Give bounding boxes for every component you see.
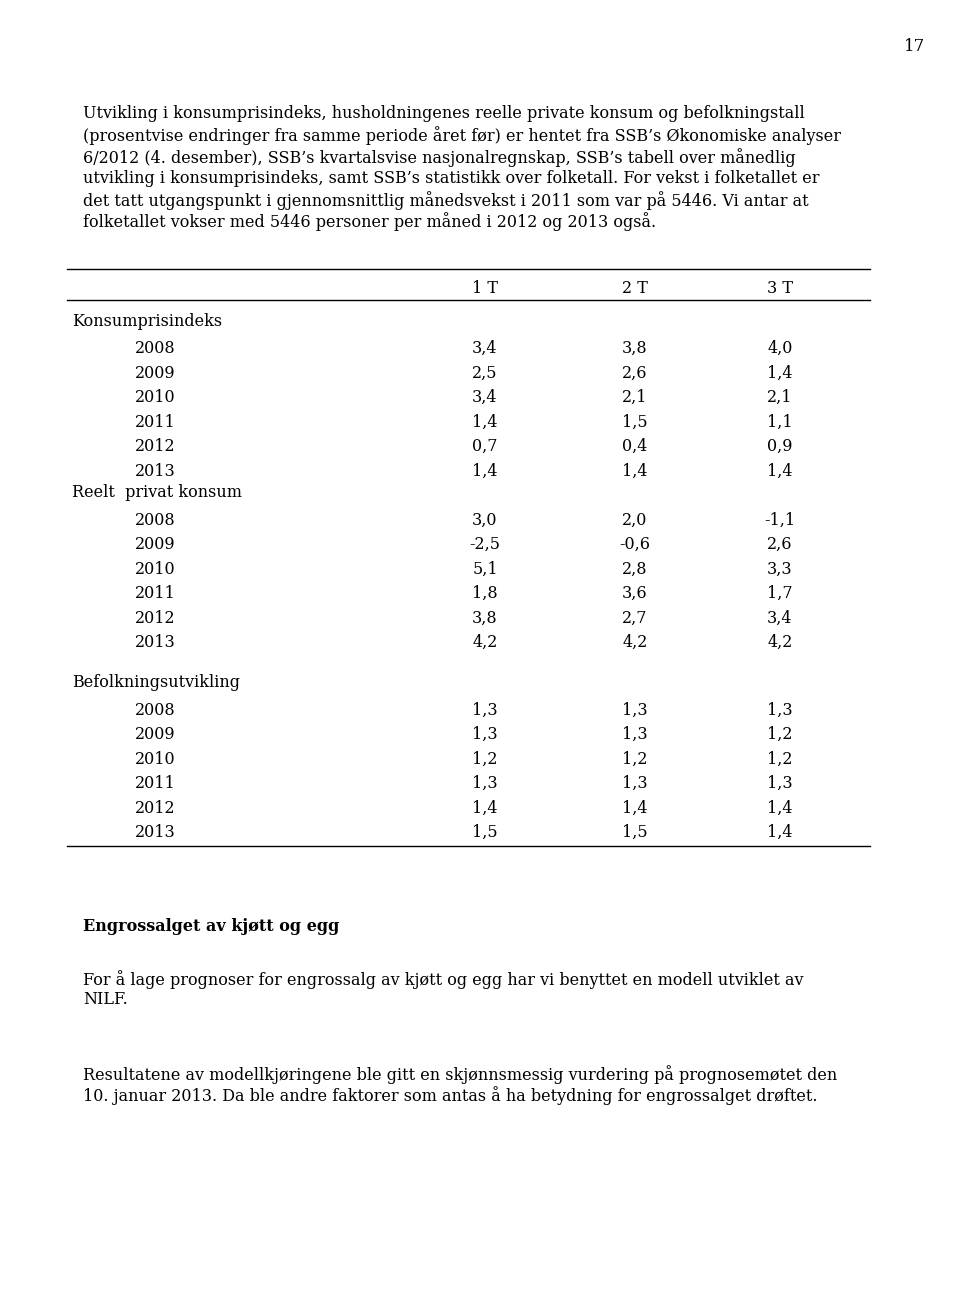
Text: 1,3: 1,3 [622, 701, 648, 718]
Text: -2,5: -2,5 [469, 537, 500, 554]
Text: 4,2: 4,2 [472, 634, 497, 651]
Text: NILF.: NILF. [83, 992, 128, 1009]
Text: 4,2: 4,2 [622, 634, 648, 651]
Text: 3,8: 3,8 [622, 341, 648, 358]
Text: 1,3: 1,3 [472, 726, 498, 743]
Text: 2010: 2010 [134, 560, 176, 577]
Text: 3,6: 3,6 [622, 585, 648, 602]
Text: 2 T: 2 T [622, 280, 648, 297]
Text: 2013: 2013 [134, 634, 176, 651]
Text: 2010: 2010 [134, 389, 176, 406]
Text: 1,1: 1,1 [767, 414, 793, 430]
Text: 1,3: 1,3 [472, 775, 498, 792]
Text: 2013: 2013 [134, 825, 176, 842]
Text: 2011: 2011 [134, 775, 176, 792]
Text: 0,7: 0,7 [472, 438, 497, 455]
Text: 2011: 2011 [134, 414, 176, 430]
Text: 10. januar 2013. Da ble andre faktorer som antas å ha betydning for engrossalget: 10. januar 2013. Da ble andre faktorer s… [83, 1086, 818, 1106]
Text: 1,2: 1,2 [767, 726, 793, 743]
Text: 2010: 2010 [134, 751, 176, 768]
Text: -0,6: -0,6 [619, 537, 651, 554]
Text: 17: 17 [903, 38, 925, 55]
Text: 2,1: 2,1 [767, 389, 793, 406]
Text: 2009: 2009 [134, 726, 176, 743]
Text: 4,2: 4,2 [767, 634, 793, 651]
Text: 1,3: 1,3 [622, 775, 648, 792]
Text: 1,3: 1,3 [767, 701, 793, 718]
Text: 2,5: 2,5 [472, 364, 497, 381]
Text: 1,2: 1,2 [767, 751, 793, 768]
Text: 3,3: 3,3 [767, 560, 793, 577]
Text: 1,2: 1,2 [622, 751, 648, 768]
Text: 2012: 2012 [134, 800, 176, 817]
Text: 6/2012 (4. desember), SSB’s kvartalsvise nasjonalregnskap, SSB’s tabell over mån: 6/2012 (4. desember), SSB’s kvartalsvise… [83, 149, 796, 167]
Text: 3,4: 3,4 [767, 610, 793, 627]
Text: 4,0: 4,0 [767, 341, 793, 358]
Text: 1,3: 1,3 [472, 701, 498, 718]
Text: -1,1: -1,1 [764, 512, 796, 529]
Text: Resultatene av modellkjøringene ble gitt en skjønnsmessig vurdering på prognosem: Resultatene av modellkjøringene ble gitt… [83, 1065, 837, 1084]
Text: Reelt  privat konsum: Reelt privat konsum [72, 484, 242, 501]
Text: 2012: 2012 [134, 438, 176, 455]
Text: utvikling i konsumprisindeks, samt SSB’s statistikk over folketall. For vekst i : utvikling i konsumprisindeks, samt SSB’s… [83, 170, 820, 187]
Text: For å lage prognoser for engrossalg av kjøtt og egg har vi benyttet en modell ut: For å lage prognoser for engrossalg av k… [83, 970, 804, 989]
Text: 1,2: 1,2 [472, 751, 497, 768]
Text: 2008: 2008 [134, 341, 176, 358]
Text: 2,6: 2,6 [622, 364, 648, 381]
Text: 2,6: 2,6 [767, 537, 793, 554]
Text: 1,4: 1,4 [472, 800, 497, 817]
Text: 2013: 2013 [134, 463, 176, 480]
Text: 3,4: 3,4 [472, 389, 497, 406]
Text: 2008: 2008 [134, 701, 176, 718]
Text: 0,9: 0,9 [767, 438, 793, 455]
Text: 1,3: 1,3 [622, 726, 648, 743]
Text: 1,7: 1,7 [767, 585, 793, 602]
Text: 1,4: 1,4 [472, 414, 497, 430]
Text: 2,8: 2,8 [622, 560, 648, 577]
Text: 1,4: 1,4 [767, 825, 793, 842]
Text: 3,4: 3,4 [472, 341, 497, 358]
Text: 1,3: 1,3 [767, 775, 793, 792]
Text: 1,4: 1,4 [472, 463, 497, 480]
Text: Utvikling i konsumprisindeks, husholdningenes reelle private konsum og befolknin: Utvikling i konsumprisindeks, husholdnin… [83, 105, 804, 122]
Text: 1,5: 1,5 [472, 825, 498, 842]
Text: 2,0: 2,0 [622, 512, 648, 529]
Text: 2009: 2009 [134, 364, 176, 381]
Text: 1 T: 1 T [472, 280, 498, 297]
Text: 3,8: 3,8 [472, 610, 498, 627]
Text: 2,7: 2,7 [622, 610, 648, 627]
Text: (prosentvise endringer fra samme periode året før) er hentet fra SSB’s Økonomisk: (prosentvise endringer fra samme periode… [83, 126, 841, 146]
Text: 2009: 2009 [134, 537, 176, 554]
Text: 2011: 2011 [134, 585, 176, 602]
Text: 1,4: 1,4 [767, 364, 793, 381]
Text: 3 T: 3 T [767, 280, 793, 297]
Text: 1,4: 1,4 [767, 463, 793, 480]
Text: 5,1: 5,1 [472, 560, 498, 577]
Text: folketallet vokser med 5446 personer per måned i 2012 og 2013 også.: folketallet vokser med 5446 personer per… [83, 213, 656, 231]
Text: 2012: 2012 [134, 610, 176, 627]
Text: 1,4: 1,4 [622, 800, 648, 817]
Text: 1,4: 1,4 [622, 463, 648, 480]
Text: 2008: 2008 [134, 512, 176, 529]
Text: Engrossalget av kjøtt og egg: Engrossalget av kjøtt og egg [83, 918, 340, 935]
Text: 1,5: 1,5 [622, 414, 648, 430]
Text: det tatt utgangspunkt i gjennomsnittlig månedsvekst i 2011 som var på 5446. Vi a: det tatt utgangspunkt i gjennomsnittlig … [83, 191, 808, 210]
Text: 1,5: 1,5 [622, 825, 648, 842]
Text: 3,0: 3,0 [472, 512, 497, 529]
Text: 1,8: 1,8 [472, 585, 498, 602]
Text: Konsumprisindeks: Konsumprisindeks [72, 313, 222, 330]
Text: 0,4: 0,4 [622, 438, 648, 455]
Text: 1,4: 1,4 [767, 800, 793, 817]
Text: Befolkningsutvikling: Befolkningsutvikling [72, 675, 240, 692]
Text: 2,1: 2,1 [622, 389, 648, 406]
